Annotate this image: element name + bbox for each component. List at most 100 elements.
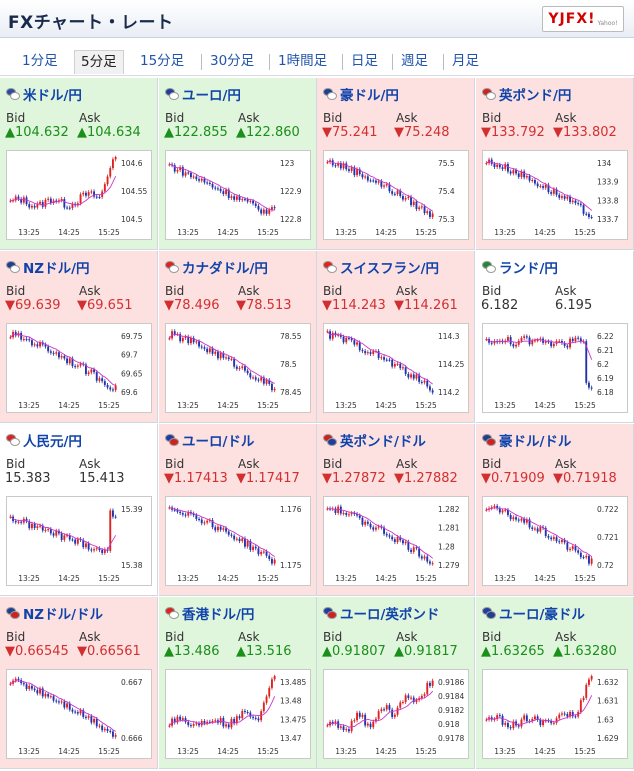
- price-chart[interactable]: 104.6 104.55 104.5 13:25 14:25 15:25: [6, 150, 152, 240]
- tab-separator: [269, 54, 270, 70]
- tab-5[interactable]: 日足: [351, 53, 378, 69]
- pair-name-link[interactable]: カナダドル/円: [182, 261, 268, 277]
- candle-body: [206, 520, 209, 523]
- price-chart[interactable]: 75.5 75.4 75.3 13:25 14:25 15:25: [323, 150, 469, 240]
- x-tick-label: 14:25: [534, 574, 556, 583]
- candle-body: [101, 378, 104, 382]
- candle-body: [372, 180, 375, 182]
- tab-3[interactable]: 30分足: [210, 53, 255, 69]
- candle-body: [590, 217, 593, 219]
- price-chart[interactable]: 0.9186 0.9184 0.9182 0.918 0.9178 13:25 14:25 1…: [323, 669, 469, 759]
- price-chart[interactable]: 114.3 114.25 114.2 13:25 14:25 15:25: [323, 323, 469, 413]
- candle-body: [90, 716, 93, 723]
- pair-name-link[interactable]: NZドル/円: [23, 261, 90, 277]
- x-tick-label: 13:25: [177, 747, 199, 756]
- candle-body: [507, 509, 509, 515]
- candle-body: [20, 198, 23, 203]
- price-chart[interactable]: 0.722 0.721 0.72 13:25 14:25 15:25: [482, 496, 628, 586]
- pair-name-link[interactable]: ユーロ/豪ドル: [499, 607, 585, 623]
- price-chart[interactable]: 15.39 15.38 13:25 14:25 15:25: [6, 496, 152, 586]
- candle-body: [103, 184, 106, 192]
- pair-name-link[interactable]: 豪ドル/円: [340, 88, 399, 104]
- x-tick-label: 14:25: [58, 228, 80, 237]
- pair-name-link[interactable]: ユーロ/円: [182, 88, 241, 104]
- y-tick-label: 0.9178: [438, 734, 464, 743]
- candle-body: [337, 506, 340, 513]
- candle-body: [85, 716, 87, 718]
- y-tick-label: 114.3: [438, 332, 460, 341]
- candle-body: [47, 694, 50, 697]
- candle-body: [31, 205, 33, 208]
- tab-1[interactable]: 5分足: [74, 50, 124, 74]
- y-tick-label: 69.75: [121, 332, 143, 341]
- pair-name-link[interactable]: 豪ドル/ドル: [499, 434, 572, 450]
- candle-body: [515, 170, 517, 174]
- x-tick-label: 15:25: [98, 228, 120, 237]
- candle-body: [356, 514, 358, 516]
- pair-header: 香港ドル/円: [165, 604, 255, 623]
- candle-body: [498, 164, 501, 168]
- tab-0[interactable]: 1分足: [22, 53, 58, 69]
- y-tick-label: 1.176: [280, 505, 302, 514]
- candle-body: [536, 339, 539, 341]
- candle-body: [391, 709, 394, 717]
- price-chart-svg: 1.282 1.281 1.28 1.279 13:25 14:25 15:25: [326, 504, 460, 583]
- pair-name-link[interactable]: 英ポンド/ドル: [340, 434, 426, 450]
- candle-body: [49, 198, 52, 203]
- x-tick-label: 15:25: [415, 574, 437, 583]
- pair-name-link[interactable]: 人民元/円: [23, 434, 82, 450]
- pair-name-link[interactable]: ユーロ/ドル: [182, 434, 255, 450]
- candle-body: [198, 518, 200, 520]
- moving-average-line: [486, 338, 593, 360]
- y-tick-label: 134: [597, 159, 612, 168]
- pair-name-link[interactable]: 香港ドル/円: [182, 607, 255, 623]
- price-chart[interactable]: 0.667 0.666 13:25 14:25 15:25: [6, 669, 152, 759]
- price-chart[interactable]: 6.22 6.21 6.2 6.19 6.18 13:25 14:25 15:25: [482, 323, 628, 413]
- price-chart-svg: 15.39 15.38 13:25 14:25 15:25: [9, 505, 143, 583]
- price-chart[interactable]: 1.282 1.281 1.28 1.279 13:25 14:25 15:25: [323, 496, 469, 586]
- candle-body: [339, 163, 342, 169]
- tab-7[interactable]: 月足: [452, 53, 479, 69]
- candle-body: [190, 337, 192, 344]
- candle-body: [415, 547, 418, 549]
- currency-flag-icon: [482, 88, 496, 100]
- candle-body: [563, 713, 566, 715]
- price-chart[interactable]: 78.55 78.5 78.45 13:25 14:25 15:25: [165, 323, 311, 413]
- candle-body: [20, 332, 23, 340]
- pair-name-link[interactable]: ユーロ/英ポンド: [340, 607, 440, 623]
- bid-label: Bid: [165, 284, 185, 298]
- pair-name-link[interactable]: 英ポンド/円: [499, 88, 572, 104]
- candle-body: [184, 514, 187, 516]
- currency-flag-icon: [6, 607, 20, 619]
- tab-4[interactable]: 1時間足: [278, 53, 328, 69]
- flag-quote-icon: [327, 438, 337, 446]
- candle-body: [585, 341, 588, 383]
- candle-body: [334, 165, 337, 167]
- candle-body: [531, 340, 534, 345]
- price-chart[interactable]: 1.632 1.631 1.63 1.629 13:25 14:25 15:25: [482, 669, 628, 759]
- price-chart[interactable]: 1.176 1.175 13:25 14:25 15:25: [165, 496, 311, 586]
- price-chart[interactable]: 13.485 13.48 13.475 13.47 13:25 14:25 15:25: [165, 669, 311, 759]
- tab-6[interactable]: 週足: [401, 53, 428, 69]
- yjfx-logo[interactable]: YJFX! Yahoo!: [542, 6, 624, 32]
- tab-2[interactable]: 15分足: [140, 53, 185, 69]
- price-chart[interactable]: 123 122.9 122.8 13:25 14:25 15:25: [165, 150, 311, 240]
- price-chart[interactable]: 134 133.9 133.8 133.7 13:25 14:25 15:25: [482, 150, 628, 240]
- price-chart-svg: 6.22 6.21 6.2 6.19 6.18 13:25 14:25 15:25: [485, 332, 614, 410]
- bid-label: Bid: [323, 630, 343, 644]
- candle-body: [87, 716, 90, 718]
- x-tick-label: 14:25: [375, 228, 397, 237]
- pair-name-link[interactable]: ランド/円: [499, 261, 558, 277]
- candle-body: [222, 718, 225, 727]
- price-chart[interactable]: 69.75 69.7 69.65 69.6 13:25 14:25 15:25: [6, 323, 152, 413]
- candle-body: [342, 512, 345, 514]
- candle-body: [31, 685, 33, 689]
- currency-flag-icon: [323, 261, 337, 273]
- candle-body: [173, 331, 176, 335]
- pair-name-link[interactable]: NZドル/ドル: [23, 607, 104, 623]
- x-tick-label: 15:25: [415, 747, 437, 756]
- pair-name-link[interactable]: スイスフラン/円: [340, 261, 440, 277]
- currency-flag-icon: [165, 88, 179, 100]
- candle-body: [356, 169, 358, 176]
- pair-name-link[interactable]: 米ドル/円: [23, 88, 82, 104]
